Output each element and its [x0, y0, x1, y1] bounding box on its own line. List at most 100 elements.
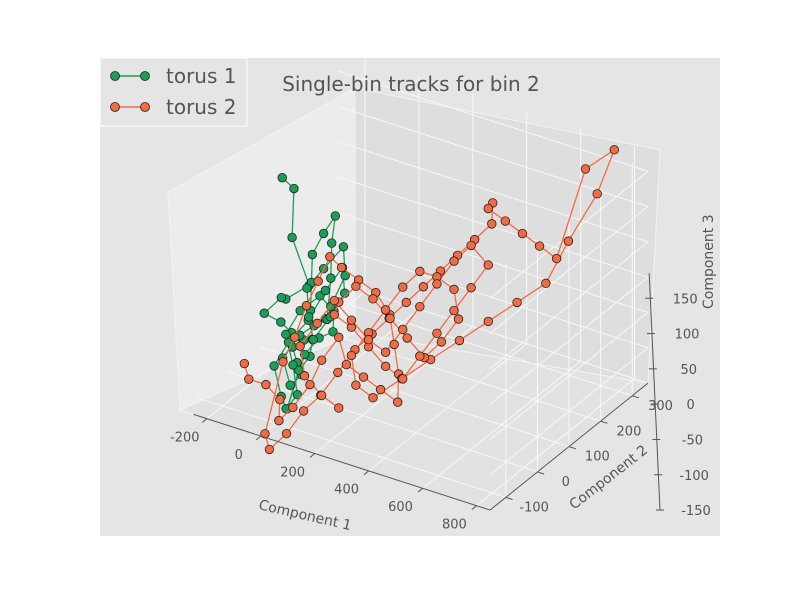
series-2-point-24: [260, 429, 270, 439]
legend-label-torus-2: torus 2: [166, 95, 236, 119]
series-2-point-6: [305, 379, 315, 390]
series-2-point-7: [316, 355, 327, 365]
series-1-point-31: [299, 349, 310, 360]
x-tick-2: [309, 453, 316, 458]
series-2-point-27: [298, 406, 309, 416]
series-2-point-5: [288, 402, 298, 413]
series-2-point-12: [393, 397, 403, 407]
series-1-point-2: [287, 232, 297, 243]
series-2-point-50: [512, 297, 522, 308]
y-tick-0: [505, 496, 513, 501]
series-2-point-64: [453, 314, 464, 324]
series-2-point-43: [534, 241, 545, 251]
series-2-point-68: [385, 313, 395, 324]
series-2-point-56: [351, 380, 361, 390]
y-tick-label-2: 100: [585, 450, 610, 465]
z-tick-label-6: 150: [673, 292, 698, 307]
z-grid-line-2: [337, 211, 650, 440]
series-2-point-59: [380, 305, 391, 315]
series-2-point-4: [274, 415, 284, 426]
series-1-point-49: [308, 334, 318, 345]
x-tick-label-1: 0: [235, 448, 243, 463]
series-2-point-89: [346, 315, 357, 325]
series-1-point-1: [289, 183, 299, 194]
series-1: [259, 173, 350, 414]
series-2-point-84: [432, 279, 442, 289]
z-tick-label-4: 50: [681, 363, 698, 378]
series-2-point-44: [551, 253, 562, 264]
series-1-point-0: [277, 173, 287, 183]
legend-marker-torus-2-end: [140, 102, 150, 112]
series-2-point-10: [358, 372, 369, 382]
series-2-point-48: [563, 236, 574, 246]
x-tick-label-0: -200: [170, 430, 200, 445]
series-2-point-29: [333, 367, 343, 378]
z-axis-label: Component 3: [701, 214, 717, 309]
z-tick-label-2: -50: [682, 433, 703, 448]
x-tick-label-4: 600: [388, 500, 413, 515]
series-2-point-81: [483, 260, 493, 270]
series-1-point-23: [318, 228, 329, 239]
series-1-point-21: [327, 238, 337, 248]
y-tick-2: [568, 446, 576, 450]
y-tick-1: [537, 471, 545, 475]
z-grid-line-5: [337, 106, 650, 334]
series-2-point-79: [449, 305, 459, 316]
series-2-point-57: [346, 350, 357, 361]
series-2-point-67: [402, 333, 412, 343]
series-1-point-14: [285, 380, 295, 390]
x-tick-label-3: 400: [334, 483, 359, 498]
series-2-point-88: [363, 335, 374, 345]
series-1-point-20: [326, 273, 336, 283]
series-2-point-3: [275, 394, 285, 405]
series-2-point-23: [278, 357, 288, 367]
series-2-point-20: [313, 276, 323, 286]
series-2-point-45: [580, 164, 591, 174]
series-2-point-75: [380, 361, 391, 372]
series-1-point-5: [276, 292, 287, 303]
series-2-point-33: [401, 297, 411, 308]
x-tick-0: [201, 418, 208, 423]
series-2-point-72: [329, 309, 340, 320]
series-2-point-41: [500, 216, 511, 226]
grid-lines: [195, 58, 650, 511]
series-2-point-8: [334, 332, 344, 343]
x-tick-1: [255, 435, 262, 441]
series-2-point-18: [336, 262, 347, 273]
series-2-point-9: [341, 359, 352, 370]
series-2-point-1: [244, 374, 254, 384]
tick-layer: -200 0 200 400 600 800 -100 0 100 200 300 -150 -100 -…: [170, 273, 711, 532]
series-2-point-22: [290, 332, 300, 343]
series-2-point-90: [329, 295, 340, 306]
series-1-point-53: [338, 242, 349, 252]
series-2-point-94: [316, 390, 327, 401]
series-1-point-42: [269, 361, 279, 371]
x-axis-spine: [193, 413, 491, 511]
legend-marker-torus-2: [110, 102, 120, 112]
series-2-point-76: [398, 374, 408, 384]
series-1-point-38: [288, 360, 298, 370]
series-2-point-77: [415, 351, 425, 361]
z-tick-label-3: 0: [686, 398, 694, 413]
z-grid-line-1: [337, 247, 650, 476]
series-2-point-47: [592, 189, 602, 199]
series-2-point-86: [398, 324, 408, 335]
series-2-point-34: [418, 282, 429, 292]
legend-box: [99, 57, 248, 127]
series-2-point-82: [466, 240, 476, 251]
series-1-point-37: [281, 329, 291, 340]
series-2-point-92: [295, 341, 305, 351]
series-2-point-14: [389, 339, 399, 350]
x-tick-4: [417, 487, 423, 493]
y-axis-spine: [489, 382, 649, 511]
series-2-point-21: [301, 301, 312, 311]
y-tick-label-3: 200: [617, 424, 642, 439]
series-2-point-70: [351, 281, 361, 292]
y-tick-3: [600, 420, 608, 424]
z-tick-label-0: -150: [681, 504, 711, 519]
series-2-point-46: [609, 145, 619, 155]
series-2-point-60: [398, 282, 408, 292]
series-1-point-45: [320, 285, 331, 296]
series-2-point-42: [517, 228, 528, 239]
